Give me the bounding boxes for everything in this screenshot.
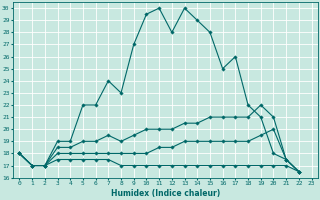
X-axis label: Humidex (Indice chaleur): Humidex (Indice chaleur) (111, 189, 220, 198)
